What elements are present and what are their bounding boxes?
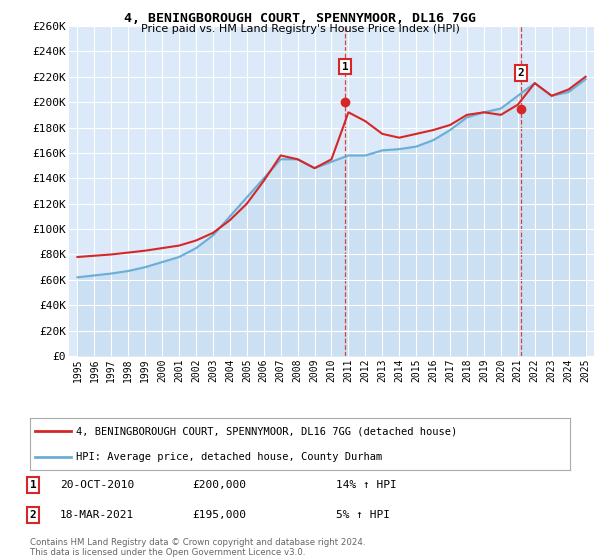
- Text: 1: 1: [29, 480, 37, 490]
- Text: 20-OCT-2010: 20-OCT-2010: [60, 480, 134, 490]
- Text: 14% ↑ HPI: 14% ↑ HPI: [336, 480, 397, 490]
- Text: Contains HM Land Registry data © Crown copyright and database right 2024.
This d: Contains HM Land Registry data © Crown c…: [30, 538, 365, 557]
- Text: 4, BENINGBOROUGH COURT, SPENNYMOOR, DL16 7GG (detached house): 4, BENINGBOROUGH COURT, SPENNYMOOR, DL16…: [76, 426, 457, 436]
- Text: £200,000: £200,000: [192, 480, 246, 490]
- Text: 1: 1: [341, 62, 349, 72]
- Text: 18-MAR-2021: 18-MAR-2021: [60, 510, 134, 520]
- Text: HPI: Average price, detached house, County Durham: HPI: Average price, detached house, Coun…: [76, 452, 382, 462]
- Text: 2: 2: [29, 510, 37, 520]
- Text: Price paid vs. HM Land Registry's House Price Index (HPI): Price paid vs. HM Land Registry's House …: [140, 24, 460, 34]
- Text: 5% ↑ HPI: 5% ↑ HPI: [336, 510, 390, 520]
- Text: 4, BENINGBOROUGH COURT, SPENNYMOOR, DL16 7GG: 4, BENINGBOROUGH COURT, SPENNYMOOR, DL16…: [124, 12, 476, 25]
- Text: £195,000: £195,000: [192, 510, 246, 520]
- Text: 2: 2: [518, 68, 524, 78]
